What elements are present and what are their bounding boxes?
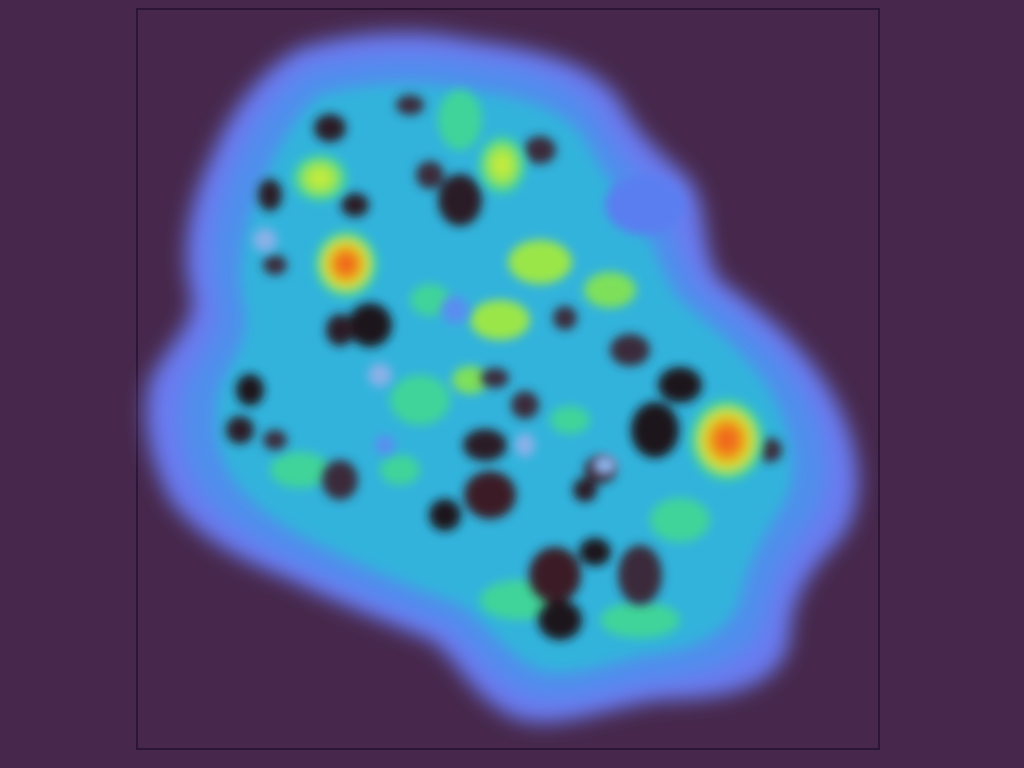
image-frame	[136, 8, 880, 750]
hotspots	[290, 133, 767, 484]
hotspot-upper-left	[312, 228, 380, 300]
hotspot-right	[687, 396, 767, 484]
dark-clusters	[226, 95, 782, 640]
light-spots	[253, 175, 685, 475]
hotspot-top-center	[476, 133, 528, 197]
hotspot-left-green	[290, 152, 350, 204]
green-speckles	[270, 90, 710, 638]
